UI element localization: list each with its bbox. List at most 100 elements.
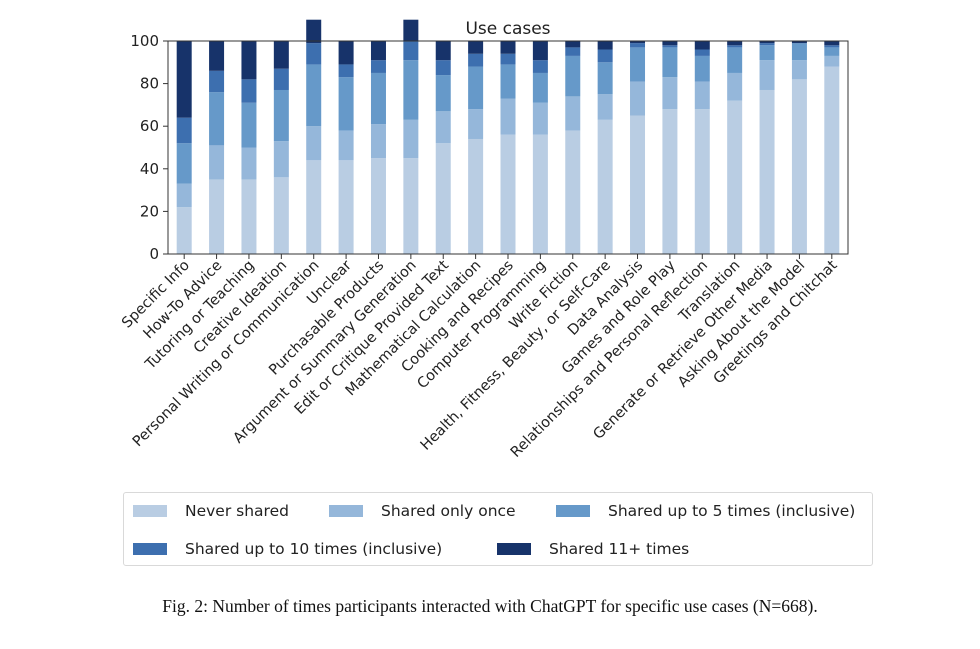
legend-swatch — [133, 543, 167, 555]
bar-segment — [338, 160, 354, 254]
bar-segment — [403, 19, 419, 41]
bar-segment — [209, 92, 225, 146]
legend-swatch — [133, 505, 167, 517]
legend-label: Never shared — [185, 502, 289, 520]
bar-segment — [403, 41, 419, 61]
bar-segment — [435, 111, 451, 144]
bar-segment — [241, 41, 257, 80]
legend: Never shared Shared only once Shared up … — [123, 492, 873, 566]
figure-caption: Fig. 2: Number of times participants int… — [162, 596, 818, 616]
bar-segment — [824, 55, 840, 67]
y-tick-label: 20 — [140, 202, 159, 220]
bar-segment — [338, 41, 354, 65]
bar-segment — [532, 102, 548, 135]
bar-segment — [338, 77, 354, 131]
bar-segment — [630, 47, 646, 82]
bar-segment — [241, 102, 257, 148]
legend-swatch — [556, 505, 590, 517]
bar-segment — [791, 43, 807, 61]
bar-segment — [241, 79, 257, 103]
bar-segment — [791, 41, 807, 44]
bar-segment — [273, 41, 289, 69]
bar-segment — [241, 147, 257, 180]
bar-segment — [532, 134, 548, 254]
bar-segment — [532, 41, 548, 61]
bar-segment — [791, 79, 807, 254]
y-tick-label: 0 — [149, 245, 159, 263]
bar-segment — [565, 96, 581, 131]
bar-segment — [176, 207, 192, 254]
bar-segment — [759, 60, 775, 90]
bar-segment — [468, 109, 484, 139]
bar-segment — [759, 89, 775, 255]
bar-segment — [694, 81, 710, 110]
bar-segment — [500, 134, 516, 254]
y-tick-label: 100 — [130, 32, 159, 50]
bar-segment — [727, 100, 743, 254]
bar-segment — [273, 141, 289, 178]
bar-segment — [824, 45, 840, 48]
bar-segment — [824, 41, 840, 46]
bar-segment — [694, 41, 710, 50]
bar-segment — [435, 60, 451, 76]
bar-segment — [597, 119, 613, 254]
bar-segment — [176, 41, 192, 118]
bar-segment — [370, 72, 386, 125]
bar-segment — [273, 89, 289, 142]
bar-segment — [565, 47, 581, 56]
bar-segment — [468, 41, 484, 54]
bar-segment — [727, 45, 743, 48]
bar-segment — [468, 138, 484, 254]
bar-segment — [241, 179, 257, 254]
bar-segment — [694, 109, 710, 254]
legend-item-shared-only-once: Shared only once — [329, 502, 516, 520]
legend-item-shared-11-plus: Shared 11+ times — [497, 540, 689, 558]
legend-label: Shared 11+ times — [549, 540, 690, 558]
bar-segment — [273, 68, 289, 90]
bar-segment — [306, 126, 322, 161]
legend-label: Shared up to 5 times (inclusive) — [608, 502, 856, 520]
bar-segment — [727, 47, 743, 73]
bar-segment — [759, 41, 775, 44]
bar-segment — [727, 41, 743, 46]
legend-item-shared-up-to-5: Shared up to 5 times (inclusive) — [556, 502, 855, 520]
bar-segment — [403, 158, 419, 254]
bar-segment — [565, 130, 581, 254]
bar-segment — [209, 41, 225, 71]
bar-segment — [662, 47, 678, 78]
bar-segment — [209, 70, 225, 93]
bar-segment — [662, 77, 678, 110]
bar-segment — [209, 145, 225, 180]
bar-segment — [500, 53, 516, 65]
bar-segment — [597, 41, 613, 50]
bar-segment — [435, 143, 451, 254]
bar-segment — [824, 47, 840, 56]
bar-segment — [597, 94, 613, 120]
bar-segment — [403, 60, 419, 120]
bar-segment — [370, 60, 386, 73]
bar-segment — [597, 62, 613, 95]
bar-segment — [565, 55, 581, 97]
bar-segment — [338, 64, 354, 78]
bar-segment — [727, 72, 743, 101]
bar-segment — [468, 66, 484, 110]
bar-segment — [306, 64, 322, 127]
bar-segment — [565, 41, 581, 48]
y-tick-label: 40 — [140, 160, 159, 178]
bar-segment — [630, 43, 646, 48]
bar-segment — [532, 60, 548, 73]
bar-segment — [759, 45, 775, 61]
y-tick-label: 80 — [140, 75, 159, 93]
bar-segment — [468, 53, 484, 67]
bar-segment — [176, 183, 192, 208]
bar-segment — [370, 41, 386, 61]
bar-segment — [403, 119, 419, 159]
bar-segment — [630, 81, 646, 116]
bar-segment — [338, 130, 354, 161]
bar-segment — [500, 41, 516, 54]
y-tick-label: 60 — [140, 117, 159, 135]
bar-segment — [306, 43, 322, 65]
bar-segment — [209, 179, 225, 254]
